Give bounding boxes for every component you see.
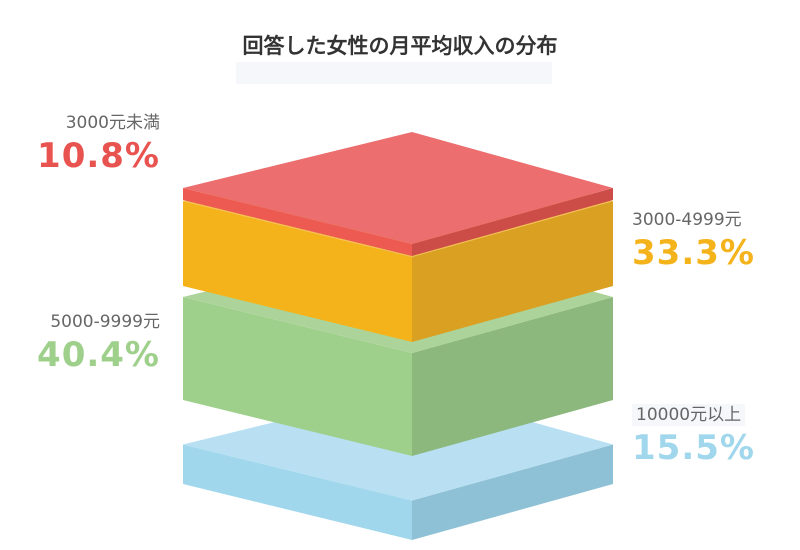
label-group-0: 3000元未満 10.8% (37, 108, 160, 173)
layer-0-side (412, 188, 613, 256)
value-label-0: 10.8% (37, 136, 160, 176)
layer-3-side (412, 444, 613, 540)
label-group-1: 3000-4999元 33.3% (632, 205, 755, 270)
label-group-2: 5000-9999元 40.4% (37, 307, 160, 372)
chart-title: 回答した女性の月平均収入の分布 (242, 34, 558, 58)
category-label-3: 10000元以上 (632, 404, 746, 426)
layer-3-front (183, 444, 412, 540)
layer-0-top (183, 132, 613, 244)
value-label-2: 40.4% (37, 335, 160, 375)
label-group-3: 10000元以上 15.5% (632, 400, 755, 465)
title-shade (236, 62, 552, 84)
category-label-1: 3000-4999元 (632, 210, 742, 230)
value-label-3: 15.5% (632, 428, 755, 468)
layer-1-side (412, 201, 613, 342)
layer-1-front (183, 201, 412, 342)
category-label-0: 3000元未満 (65, 113, 160, 133)
layer-2-side (412, 296, 613, 456)
category-label-2: 5000-9999元 (50, 312, 160, 332)
layer-2-front (183, 296, 412, 456)
layer-0-front (183, 188, 412, 256)
value-label-1: 33.3% (632, 233, 755, 273)
